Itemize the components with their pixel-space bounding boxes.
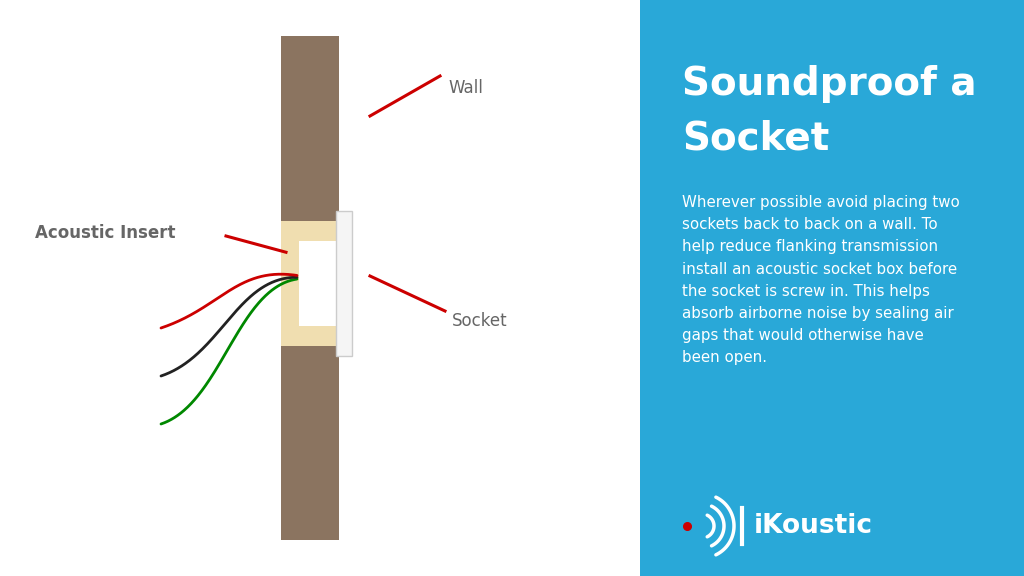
Text: Wherever possible avoid placing two
sockets back to back on a wall. To
help redu: Wherever possible avoid placing two sock… — [682, 195, 959, 365]
Bar — [281, 326, 336, 346]
Text: Socket: Socket — [682, 120, 829, 158]
Bar — [281, 221, 336, 241]
Text: Socket: Socket — [452, 312, 508, 330]
Bar — [281, 221, 299, 346]
Text: iKoustic: iKoustic — [754, 513, 873, 539]
Bar — [281, 346, 339, 540]
Text: Wall: Wall — [449, 79, 483, 97]
Text: Acoustic Insert: Acoustic Insert — [35, 225, 175, 242]
Bar — [640, 0, 1024, 576]
Bar — [336, 211, 352, 356]
Text: Soundproof a: Soundproof a — [682, 65, 977, 103]
Bar — [281, 36, 339, 221]
